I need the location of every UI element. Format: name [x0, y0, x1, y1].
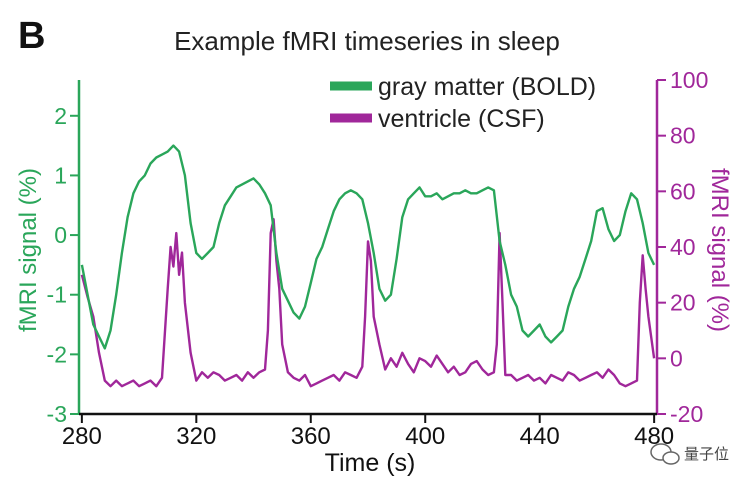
tick-label-x: 440 [520, 423, 560, 450]
series-line-bold [80, 144, 656, 350]
x-axis-label: Time (s) [325, 449, 416, 477]
tick-label-left: 1 [54, 162, 67, 188]
tick-label-x: 360 [291, 423, 331, 450]
x-ticks: 280 320 360 400 440 480 [62, 414, 674, 450]
panel-letter: B [18, 15, 45, 57]
tick-label-x: 320 [176, 423, 216, 450]
y-axis-label-left: fMRI signal (%) [15, 168, 42, 332]
tick-label-right: -20 [670, 401, 703, 427]
chart-title: Example fMRI timeseries in sleep [174, 26, 560, 56]
tick-label-right: 80 [670, 123, 696, 149]
legend-label-csf: ventricle (CSF) [378, 105, 545, 133]
series-line-csf [80, 217, 656, 388]
tick-label-right: 40 [670, 234, 696, 260]
tick-label-right: 0 [670, 345, 683, 371]
tick-label-x: 400 [405, 423, 445, 450]
tick-label-left: 0 [54, 222, 67, 248]
tick-label-right: 100 [670, 67, 708, 93]
y-axis-label-right: fMRI signal (%) [706, 168, 733, 332]
tick-label-left: -3 [47, 401, 67, 427]
left-y-ticks: -3 -2 -1 0 1 2 [47, 103, 79, 427]
tick-label-left: -1 [47, 282, 67, 308]
wechat-logo-icon-small [662, 451, 680, 465]
tick-label-x: 280 [62, 423, 102, 450]
legend-label-bold: gray matter (BOLD) [378, 73, 596, 101]
tick-label-left: -2 [47, 341, 67, 367]
tick-label-right: 20 [670, 290, 696, 316]
tick-label-left: 2 [54, 103, 67, 129]
right-y-ticks: -20 0 20 40 60 80 100 [657, 67, 708, 427]
tick-label-right: 60 [670, 178, 696, 204]
watermark-text: 量子位 [684, 446, 729, 463]
watermark: 量子位 [650, 443, 729, 465]
